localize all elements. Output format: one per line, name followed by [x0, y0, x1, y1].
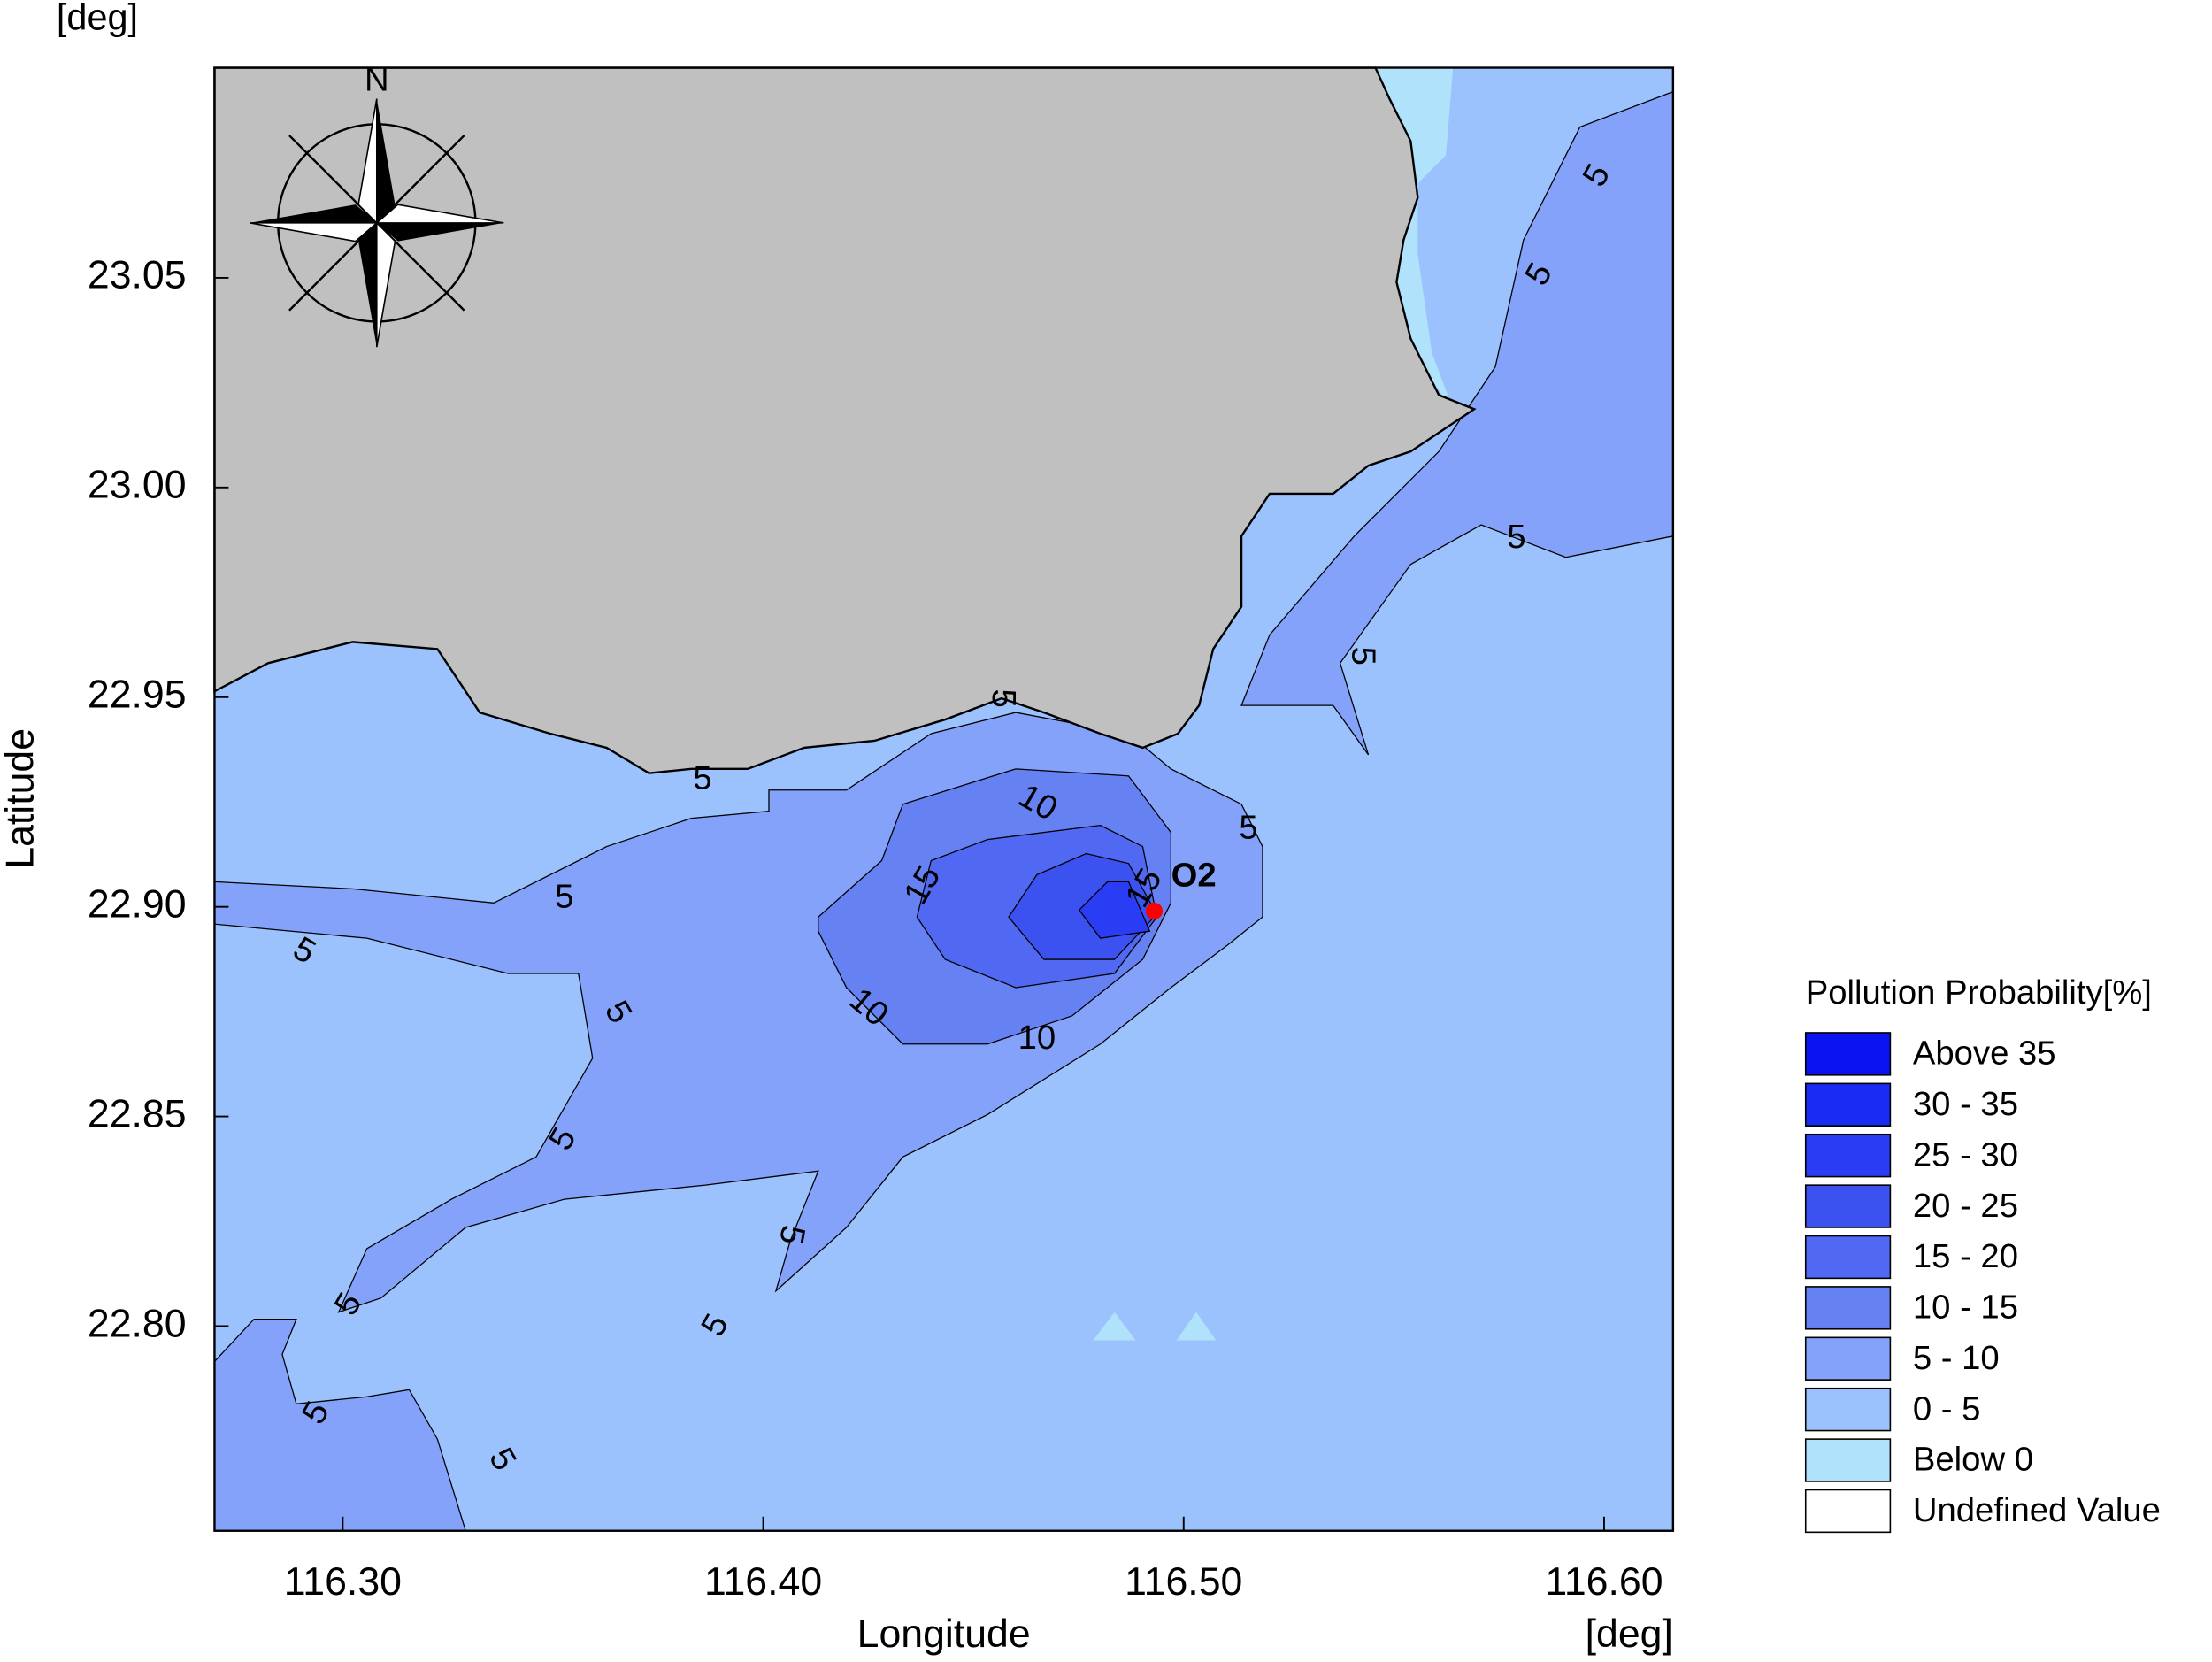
- zone-below-0: [1375, 67, 1454, 410]
- legend-swatch: [1804, 1235, 1892, 1280]
- legend-label: 10 - 15: [1913, 1289, 2018, 1327]
- contour-label: 5: [555, 878, 573, 916]
- x-tick-label: 116.50: [1125, 1560, 1242, 1604]
- contour-label: 5: [1239, 809, 1257, 847]
- x-axis-label: Longitude: [857, 1612, 1031, 1656]
- compass-point: [376, 222, 504, 242]
- legend-title: Pollution Probability[%]: [1806, 973, 2152, 1012]
- contour-label: 5: [1507, 518, 1525, 556]
- zone-5-10: [1240, 90, 1674, 756]
- marker-triangle: [1093, 1312, 1136, 1341]
- contour-label: 5: [985, 689, 1023, 708]
- legend-label: Above 35: [1913, 1035, 2056, 1073]
- station-label: O2: [1171, 856, 1217, 894]
- legend-label: Undefined Value: [1913, 1491, 2161, 1529]
- legend-swatch: [1804, 1489, 1892, 1534]
- x-unit: [deg]: [1586, 1612, 1673, 1656]
- contour-label: 5: [693, 759, 711, 797]
- x-tick-label: 116.60: [1545, 1560, 1663, 1604]
- legend-swatch: [1804, 1082, 1892, 1127]
- legend-label: 0 - 5: [1913, 1389, 1981, 1427]
- x-tick-label: 116.40: [704, 1560, 822, 1604]
- compass-point: [357, 98, 378, 225]
- legend-label: 5 - 10: [1913, 1339, 2000, 1377]
- y-tick-label: 23.00: [88, 464, 187, 507]
- y-tick-label: 22.90: [88, 882, 187, 926]
- legend-swatch: [1804, 1387, 1892, 1432]
- legend-label: Below 0: [1913, 1441, 2033, 1479]
- legend-swatch: [1804, 1336, 1892, 1381]
- plot-area: N: [213, 61, 1675, 1532]
- legend-swatch: [1804, 1286, 1892, 1330]
- compass-point: [375, 220, 396, 348]
- compass-point: [250, 204, 377, 223]
- marker-triangle: [1176, 1312, 1217, 1341]
- y-tick-label: 22.85: [88, 1092, 187, 1135]
- x-tick-label: 116.30: [284, 1560, 402, 1604]
- station-marker: [1145, 902, 1164, 919]
- legend-label: 30 - 35: [1913, 1085, 2018, 1123]
- legend-swatch: [1804, 1438, 1892, 1482]
- plot-frame: [213, 66, 1675, 1532]
- y-axis-label: Latitude: [0, 728, 42, 869]
- y-tick-label: 22.80: [88, 1302, 187, 1345]
- legend-swatch: [1804, 1184, 1892, 1228]
- y-tick-label: 23.05: [88, 254, 187, 297]
- legend-label: 20 - 25: [1913, 1187, 2018, 1225]
- legend-swatch: [1804, 1133, 1892, 1178]
- y-unit: [deg]: [57, 0, 138, 37]
- y-tick-label: 22.95: [88, 673, 187, 717]
- legend-label: 25 - 30: [1913, 1135, 2018, 1173]
- compass-label: N: [365, 61, 389, 99]
- zone-25-30: [1078, 881, 1151, 939]
- legend-label: 15 - 20: [1913, 1237, 2018, 1275]
- contour-label: 5: [1344, 647, 1382, 666]
- contour-label: 10: [1018, 1019, 1056, 1057]
- land: [213, 66, 1477, 774]
- compass-point: [376, 98, 396, 223]
- legend-swatch: [1804, 1032, 1892, 1076]
- compass-point: [358, 222, 377, 348]
